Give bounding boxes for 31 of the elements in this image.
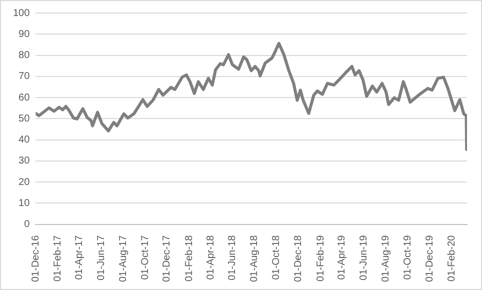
x-tick-label: 01-Dec-16: [30, 234, 42, 282]
x-tick-label: 01-Aug-18: [249, 234, 260, 282]
x-tick-label: 01-Aug-19: [380, 234, 392, 282]
x-tick-label: 01-Oct-18: [271, 234, 282, 280]
y-tick-label: 50: [18, 113, 30, 124]
x-tick-label: 01-Apr-19: [336, 234, 348, 280]
x-tick-label: 01-Jun-19: [358, 234, 370, 280]
x-tick-label: 01-Feb-19: [315, 234, 326, 282]
x-tick-label: 01-Feb-18: [184, 234, 196, 282]
x-tick-label: 01-Aug-17: [118, 234, 129, 282]
y-tick-label: 10: [18, 198, 30, 209]
y-tick-label: 30: [18, 156, 30, 167]
x-tick-label: 01-Apr-17: [74, 234, 85, 280]
y-tick-label: 100: [12, 8, 30, 19]
y-tick-label: 70: [18, 71, 30, 82]
x-tick-label: 01-Dec-17: [162, 234, 173, 282]
x-tick-label: 01-Feb-17: [52, 234, 64, 282]
x-tick-label: 01-Oct-17: [140, 234, 151, 280]
x-tick-label: 01-Apr-18: [205, 234, 216, 280]
y-tick-label: 40: [18, 134, 30, 146]
y-tick-label: 80: [18, 50, 30, 62]
y-tick-label: 20: [18, 176, 30, 188]
y-tick-label: 60: [18, 92, 30, 104]
x-tick-label: 01-Feb-20: [446, 234, 458, 282]
y-tick-label: 90: [18, 28, 30, 40]
x-tick-label: 01-Dec-18: [293, 234, 304, 282]
y-tick-label: 0: [24, 219, 30, 230]
x-tick-label: 01-Oct-19: [402, 234, 414, 280]
x-tick-label: 01-Jun-18: [227, 234, 238, 280]
x-tick-label: 01-Jun-17: [96, 234, 107, 280]
x-tick-label: 01-Dec-19: [424, 234, 436, 282]
